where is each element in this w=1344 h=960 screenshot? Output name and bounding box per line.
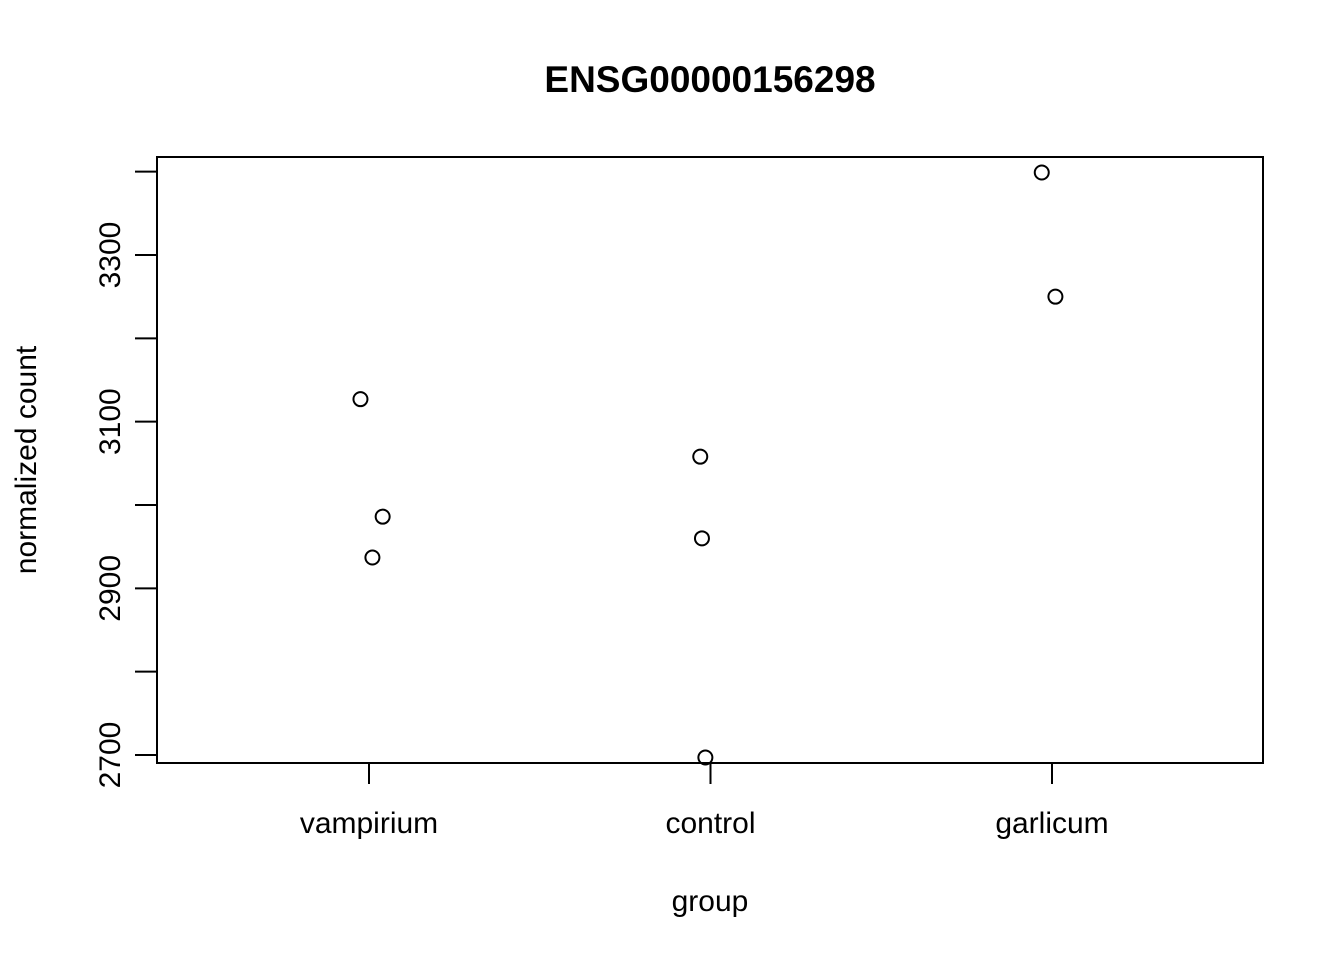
x-tick-label-garlicum: garlicum bbox=[995, 807, 1108, 840]
data-points bbox=[352, 164, 1064, 766]
y-axis-label: normalized count bbox=[10, 345, 43, 574]
data-point-garlicum bbox=[1033, 164, 1050, 181]
chart-title: ENSG00000156298 bbox=[544, 59, 875, 100]
data-point-control bbox=[697, 749, 714, 766]
data-point-vampirium bbox=[364, 549, 381, 566]
x-axis: vampirium control garlicum bbox=[300, 763, 1109, 840]
y-axis: 2700 2900 3100 3300 bbox=[94, 170, 157, 789]
data-point-control bbox=[692, 448, 709, 465]
data-point-vampirium bbox=[352, 391, 369, 408]
data-point-vampirium bbox=[374, 508, 391, 525]
y-tick-label: 2900 bbox=[94, 555, 127, 622]
x-tick-label-vampirium: vampirium bbox=[300, 807, 438, 840]
y-tick-label: 3100 bbox=[94, 388, 127, 455]
data-point-control bbox=[693, 530, 710, 547]
x-axis-label: group bbox=[672, 885, 749, 918]
y-tick-label: 3300 bbox=[94, 222, 127, 289]
plot-frame bbox=[156, 156, 1264, 764]
x-tick-label-control: control bbox=[665, 807, 755, 840]
y-tick-label: 2700 bbox=[94, 722, 127, 789]
data-point-garlicum bbox=[1047, 288, 1064, 305]
